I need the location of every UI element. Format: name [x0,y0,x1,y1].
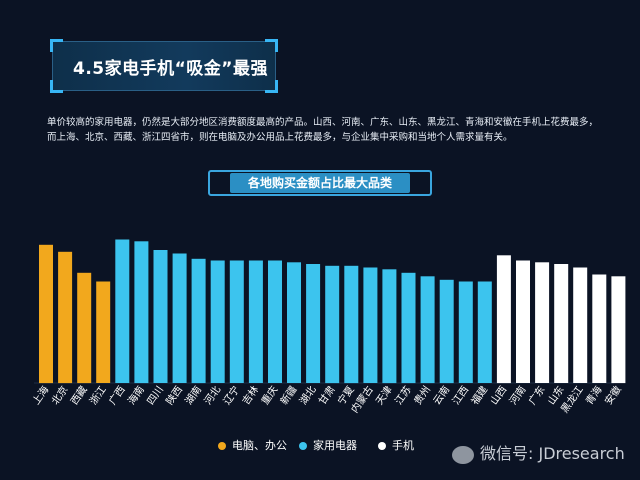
corner-decoration [265,39,278,52]
page-title: 4.5家电手机“吸金”最强 [73,59,268,79]
x-tick-label: 北京 [48,383,70,407]
section-title-box: 4.5家电手机“吸金”最强 [50,39,278,93]
x-tick-label: 广西 [106,384,127,407]
bar-31 [611,276,626,384]
wechat-icon [452,445,474,464]
bar-8 [172,253,187,383]
legend-label: 家用电器 [313,439,357,452]
bar-7 [153,250,168,383]
legend-item-phone: 手机 [378,437,414,453]
corner-decoration [50,39,63,52]
x-tick-label: 江西 [450,384,471,407]
chart-title: 各地购买金额占比最大品类 [230,173,410,193]
description-text: 单价较高的家用电器，仍然是大部分地区消费额度最高的产品。山西、河南、广东、山东、… [47,117,599,143]
bar-22 [439,279,454,384]
x-tick-label: 甘肃 [316,383,338,407]
bar-4 [96,281,111,383]
bar-25 [496,255,511,384]
x-tick-label: 河北 [202,384,223,407]
legend-item-appliance: 家用电器 [299,437,357,453]
x-tick-label: 安徽 [602,383,624,407]
bar-23 [458,281,473,383]
x-tick-label: 四川 [145,384,165,407]
bar-10 [210,260,225,383]
bar-13 [268,260,282,383]
x-tick-label: 陕西 [163,383,185,407]
x-tick-label: 山西 [488,384,509,407]
bar-29 [573,267,588,383]
legend-label: 手机 [392,439,414,452]
x-tick-label: 江苏 [392,383,414,407]
bar-20 [401,272,416,384]
bar-18 [363,267,378,383]
x-tick-label: 重庆 [258,383,280,407]
bar-30 [592,274,607,383]
bar-5 [115,239,130,383]
bar-28 [554,264,569,383]
x-tick-label: 湖南 [182,383,204,407]
bar-26 [516,260,530,383]
corner-decoration [50,80,63,93]
legend-swatch-blue [299,442,307,450]
bar-6 [134,241,149,384]
chart-title-box: 各地购买金额占比最大品类 [208,170,432,196]
corner-decoration [265,80,278,93]
x-tick-label: 云南 [430,383,452,407]
x-tick-label: 广东 [525,383,547,407]
x-tick-label: 贵州 [411,383,433,407]
bar-11 [229,260,244,383]
legend-item-computer: 电脑、办公 [218,437,287,453]
bar-2 [58,251,73,384]
bar-14 [287,262,301,383]
x-tick-label: 新疆 [277,383,299,407]
watermark-text: 微信号: JDresearch [480,444,625,463]
x-tick-label: 浙江 [87,384,108,407]
x-tick-label: 海南 [125,383,147,407]
bar-9 [191,258,206,384]
bar-27 [535,262,550,383]
x-tick-label: 河南 [506,383,528,407]
x-tick-label: 吉林 [239,383,261,407]
bar-15 [306,264,321,383]
bar-12 [248,260,263,383]
bar-1 [39,244,53,384]
legend-label: 电脑、办公 [232,439,287,452]
x-tick-label: 辽宁 [220,383,242,407]
bar-21 [420,276,435,384]
legend-swatch-white [378,442,386,450]
chart-title-frame [208,170,432,196]
bar-17 [344,265,359,384]
watermark: 微信号: JDresearch [452,440,625,464]
x-tick-label: 西藏 [68,384,89,407]
bar-16 [325,265,340,384]
bar-24 [477,281,492,383]
bar-19 [382,269,397,384]
bar-3 [77,272,92,384]
x-tick-label: 天津 [374,384,395,407]
legend-swatch-orange [218,442,226,450]
x-tick-label: 湖北 [297,384,318,407]
x-tick-label: 福建 [468,383,490,407]
x-tick-label: 青海 [583,383,605,407]
x-tick-label: 上海 [29,383,51,407]
